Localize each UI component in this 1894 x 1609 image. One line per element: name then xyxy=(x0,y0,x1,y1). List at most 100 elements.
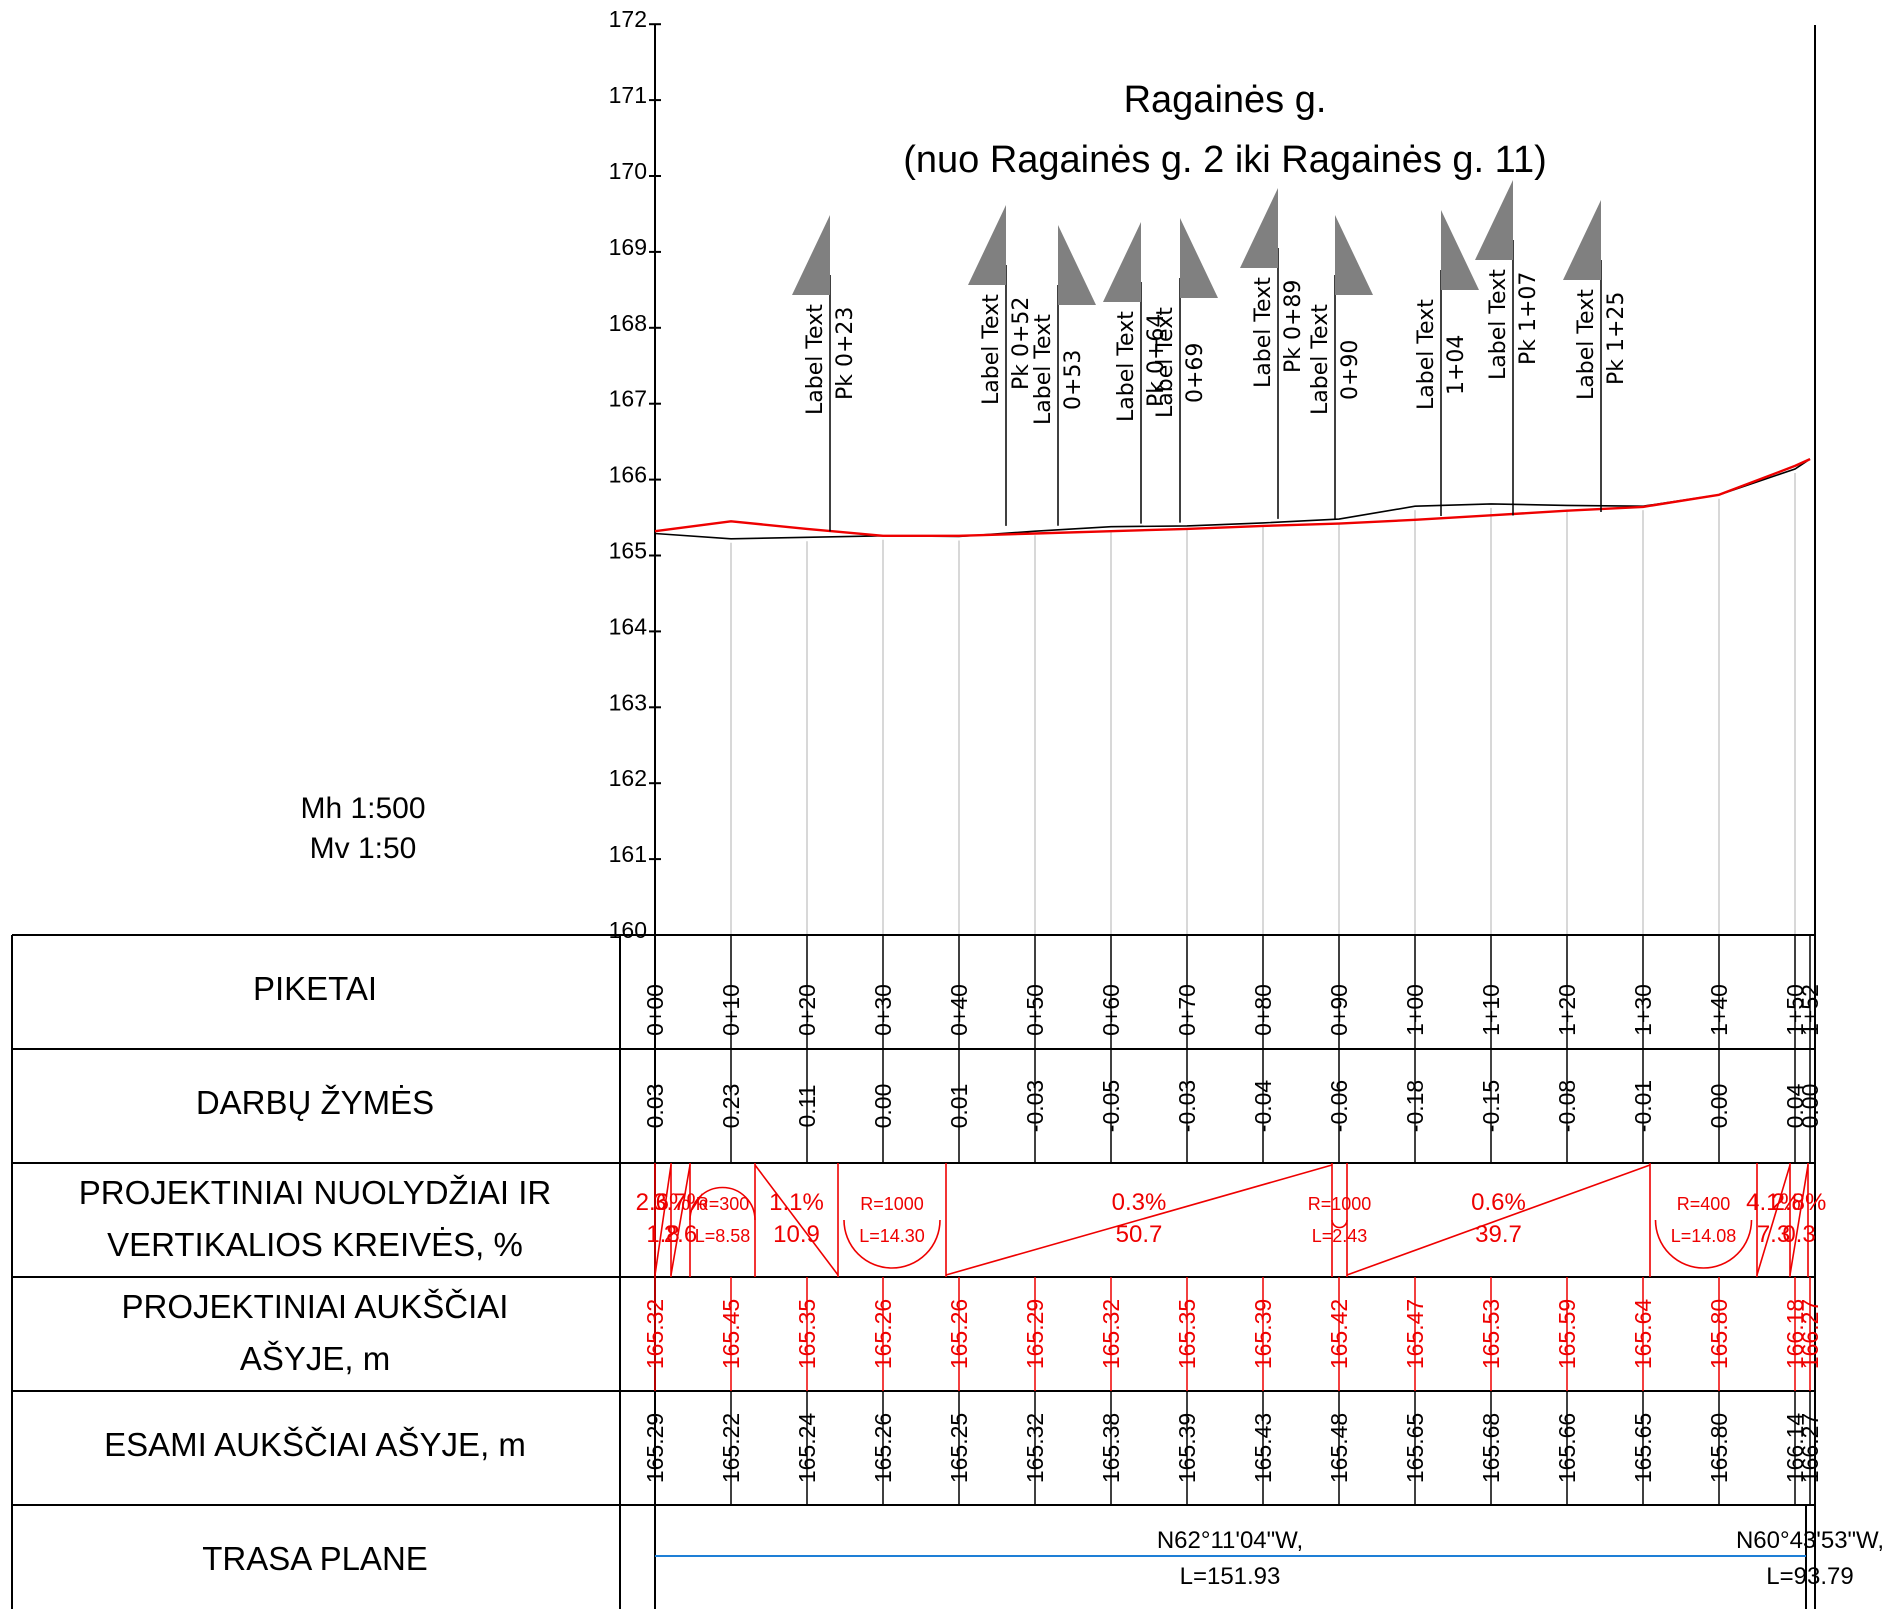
trasa-bearing: N62°11'04"W, xyxy=(1157,1527,1303,1554)
station-label: 0+30 xyxy=(870,984,896,1036)
grade-top-label: 3.7% xyxy=(653,1189,708,1216)
station-marker: Label Text 0+90 xyxy=(1308,215,1373,519)
row-title-proj-aukst-1: PROJEKTINIAI AUKŠČIAI xyxy=(122,1288,509,1325)
grade-segment: 0.3% 50.7 xyxy=(945,1163,1333,1277)
esami-value: 165.26 xyxy=(870,1413,896,1483)
marker-pk: 0+90 xyxy=(1338,340,1363,400)
esami-value: 165.65 xyxy=(1402,1413,1428,1483)
marker-flag xyxy=(1335,215,1373,295)
grade-top-label: 1.1% xyxy=(769,1189,824,1216)
proj-aukst-value: 165.47 xyxy=(1402,1299,1428,1369)
darbu-zymes-value: 0.23 xyxy=(718,1084,744,1129)
vertical-curve xyxy=(843,1219,941,1269)
grade-top-label: R=1000 xyxy=(1308,1194,1372,1214)
grade-row-graphics: 2.6%1.83.7% 2.6 R=300 L=8.58 1.1% 10.9 R=1000 L… xyxy=(636,1163,1826,1277)
table-values: 0+00 0+10 0+20 0+30 0+40 0+50 0+60 0+70 0+80 0+90… xyxy=(642,935,1823,1505)
scale-mh: Mh 1:500 xyxy=(300,792,425,825)
elevation-tick-label: 167 xyxy=(609,386,647,412)
darbu-zymes-value: 0.11 xyxy=(794,1084,820,1127)
proj-aukst-value: 165.32 xyxy=(1098,1299,1124,1369)
marker-flag xyxy=(1563,200,1601,280)
esami-value: 165.39 xyxy=(1174,1413,1200,1483)
marker-label: Label Text xyxy=(1308,304,1333,415)
proj-aukst-value: 165.45 xyxy=(718,1299,744,1369)
grade-slope xyxy=(1346,1164,1651,1276)
marker-pk: Pk 1+07 xyxy=(1516,272,1541,365)
elevation-tick-label: 161 xyxy=(609,841,647,867)
elevation-tick-label: 165 xyxy=(609,538,647,564)
marker-label: Label Text xyxy=(1114,311,1139,422)
marker-label: Label Text xyxy=(1414,299,1439,410)
grade-segment: 1.1% 10.9 xyxy=(754,1163,839,1277)
marker-label: Label Text xyxy=(1251,277,1276,388)
marker-pk: 0+53 xyxy=(1061,350,1086,410)
marker-label: Label Text xyxy=(803,304,828,415)
station-marker: Label Text Pk 0+89 xyxy=(1240,188,1306,519)
esami-value: 165.25 xyxy=(946,1413,972,1483)
row-title-piketai: PIKETAI xyxy=(253,970,377,1007)
esami-value: 165.38 xyxy=(1098,1413,1124,1483)
marker-pk: Pk 1+25 xyxy=(1604,292,1629,385)
grade-top-label: 0.6% xyxy=(1471,1189,1526,1216)
station-label: 0+70 xyxy=(1174,984,1200,1036)
grade-bottom-label: L=14.08 xyxy=(1671,1226,1737,1246)
marker-label: Label Text xyxy=(979,294,1004,405)
elevation-tick-label: 162 xyxy=(609,765,647,791)
grade-slope xyxy=(754,1164,839,1276)
station-marker: Label Text Pk 1+07 xyxy=(1475,180,1541,516)
grade-top-label: 4.1% xyxy=(1746,1189,1801,1216)
station-marker: Label Text 0+53 xyxy=(1031,225,1096,526)
proj-aukst-value: 165.29 xyxy=(1022,1299,1048,1369)
elevation-tick-label: 160 xyxy=(609,917,647,943)
grade-slope xyxy=(654,1164,672,1276)
elevation-tick-label: 168 xyxy=(609,310,647,336)
marker-flag xyxy=(1240,188,1278,268)
trasa-length: L=93.79 xyxy=(1766,1563,1853,1590)
proj-aukst-value: 165.39 xyxy=(1250,1299,1276,1369)
grade-segment: R=400 L=14.08 xyxy=(1649,1163,1753,1277)
esami-value: 165.29 xyxy=(642,1413,668,1483)
proj-aukst-value: 166.27 xyxy=(1797,1299,1823,1369)
station-markers: Label Text Pk 0+23 Label Text Pk 0+52Label … xyxy=(792,180,1629,532)
elevation-tick-label: 163 xyxy=(609,689,647,715)
station-label: 1+50 xyxy=(1782,984,1808,1036)
proj-aukst-value: 165.26 xyxy=(870,1299,896,1369)
station-label: 1+40 xyxy=(1706,984,1732,1036)
esami-value: 165.43 xyxy=(1250,1413,1276,1483)
proj-aukst-value: 165.80 xyxy=(1706,1299,1732,1369)
row-title-esami: ESAMI AUKŠČIAI AŠYJE, m xyxy=(104,1426,526,1463)
station-label: 1+30 xyxy=(1630,984,1656,1036)
grade-bottom-label: L=14.30 xyxy=(859,1226,925,1246)
grade-bottom-label: L=2.43 xyxy=(1312,1226,1368,1246)
marker-pk: 1+04 xyxy=(1444,335,1469,395)
darbu-zymes-value: 0.01 xyxy=(946,1084,972,1129)
esami-value: 165.66 xyxy=(1554,1413,1580,1483)
marker-flag xyxy=(1103,222,1141,302)
grade-slope xyxy=(670,1164,691,1276)
station-label: 1+00 xyxy=(1402,984,1428,1036)
grade-segment: 4.1% 7.3 xyxy=(1746,1163,1801,1277)
title-line1: Ragainės g. xyxy=(1124,79,1327,121)
proj-aukst-value: 165.42 xyxy=(1326,1299,1352,1369)
elevation-axis: 172 171 170 169 168 167 166 165 164 163 162 161 160 xyxy=(609,6,661,943)
station-label: 1+10 xyxy=(1478,984,1504,1036)
esami-value: 165.80 xyxy=(1706,1413,1732,1483)
grade-segment: R=1000 L=14.30 xyxy=(837,1163,941,1277)
darbu-zymes-value: 0.04 xyxy=(1782,1083,1808,1128)
marker-flag xyxy=(968,205,1006,285)
proj-aukst-value: 166.18 xyxy=(1782,1299,1808,1369)
vertical-curve xyxy=(689,1186,756,1221)
grade-bottom-label: 0.3 xyxy=(1782,1221,1815,1248)
trasa-plane: N62°11'04"W, L=151.93 N60°43'53"W, L=93.79 xyxy=(655,1527,1884,1590)
proj-aukst-value: 165.59 xyxy=(1554,1299,1580,1369)
station-marker: Label Text Pk 1+25 xyxy=(1563,200,1629,513)
darbu-zymes-value: -0.06 xyxy=(1326,1080,1352,1132)
marker-label: Label Text xyxy=(1153,307,1178,418)
elevation-tick-label: 169 xyxy=(609,234,647,260)
station-label: 0+50 xyxy=(1022,984,1048,1036)
profile-lines xyxy=(654,458,1811,540)
esami-value: 165.32 xyxy=(1022,1413,1048,1483)
marker-flag xyxy=(1441,210,1479,290)
darbu-zymes-value: -0.05 xyxy=(1098,1080,1124,1132)
